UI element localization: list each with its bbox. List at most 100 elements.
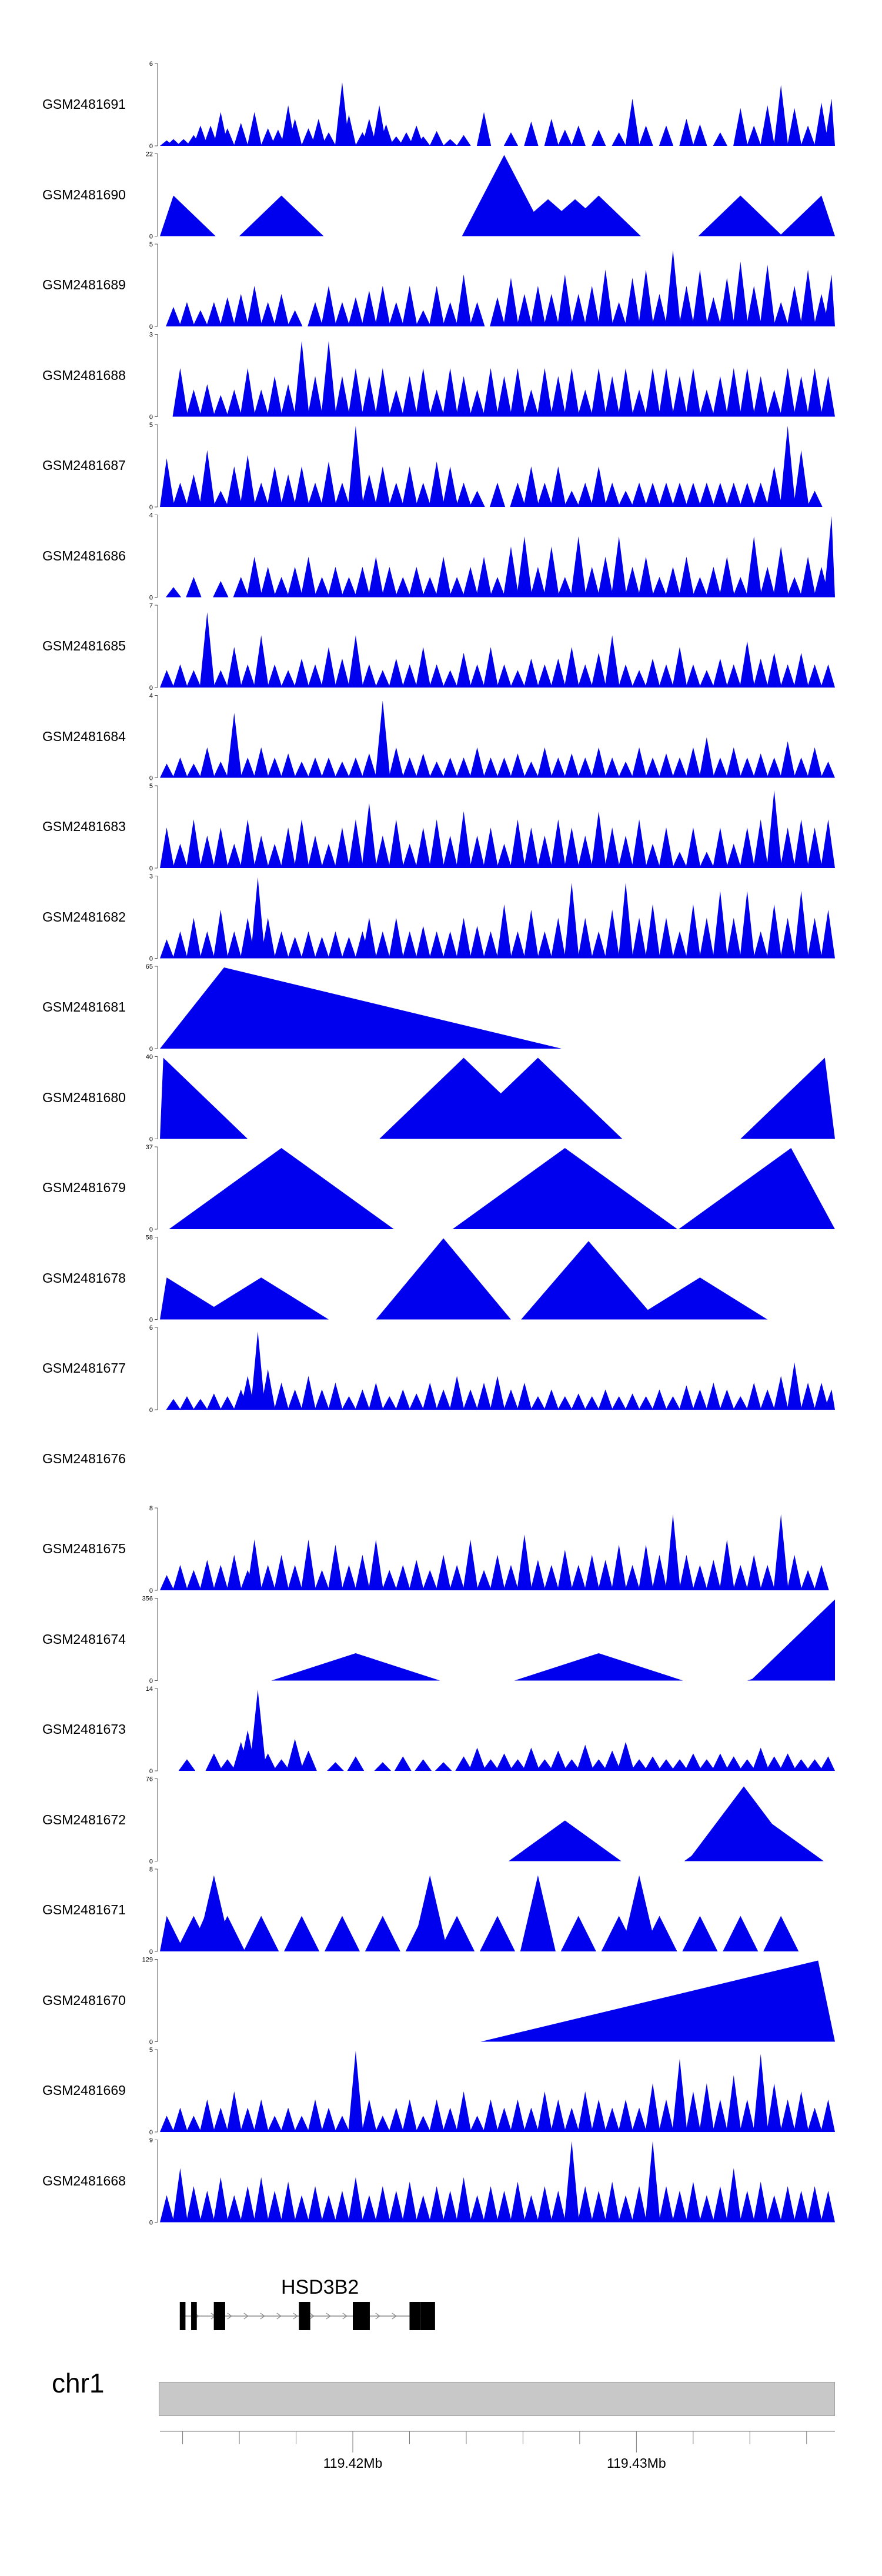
track-label: GSM2481670 (42, 1992, 126, 2008)
coverage-peak (622, 1875, 657, 1951)
coverage-peak (368, 1383, 383, 1410)
coverage-peak (698, 1759, 716, 1771)
coverage-peak (686, 2181, 701, 2223)
coverage-peak (523, 658, 539, 688)
track-GSM2481679: 37 0 (146, 1144, 835, 1233)
coverage-peak (679, 1554, 694, 1590)
coverage-peak (723, 1916, 759, 1951)
coverage-peak (160, 670, 175, 688)
coverage-peak (250, 877, 265, 959)
coverage-peak (260, 1369, 276, 1410)
coverage-peak (503, 132, 519, 146)
coverage-peak (388, 389, 404, 417)
y-max-label: 129 (142, 1957, 153, 1964)
coverage-peak (652, 1554, 667, 1590)
coverage-peak (719, 556, 735, 598)
coverage-peak (308, 664, 323, 688)
coverage-peak (294, 341, 309, 417)
coverage-peak (239, 195, 324, 236)
gene-exon (420, 2302, 435, 2330)
coverage-peak (213, 395, 229, 417)
coverage-peak (172, 664, 188, 688)
coverage-peak (739, 482, 755, 507)
coverage-peak (409, 566, 425, 598)
coverage-peak (645, 2083, 660, 2132)
coverage-peak (806, 1759, 823, 1771)
coverage-peak (584, 286, 600, 326)
coverage-peak (199, 1560, 215, 1590)
coverage-peak (530, 286, 546, 326)
coverage-peak (415, 310, 431, 326)
coverage-peak (544, 1389, 559, 1410)
coverage-peak (469, 835, 485, 868)
y-max-label: 6 (149, 1324, 153, 1332)
coverage-peak (267, 758, 282, 778)
coverage-peak (490, 1376, 505, 1410)
strand-arrow-icon (276, 2313, 282, 2320)
coverage-peak (536, 1759, 553, 1771)
coverage-peak (820, 664, 835, 688)
coverage-peak (530, 566, 546, 598)
coverage-peak (456, 2091, 472, 2132)
coverage-peak (335, 827, 350, 868)
coverage-peak (274, 1383, 289, 1410)
coverage-peak (679, 286, 694, 326)
coverage-peak (186, 389, 202, 417)
coverage-peak (657, 1759, 675, 1771)
coverage-peak (402, 376, 417, 417)
coverage-peak (321, 2195, 336, 2223)
coverage-peak (342, 115, 356, 146)
y-max-label: 5 (149, 2047, 153, 2054)
coverage-peak (659, 2099, 674, 2132)
coverage-peak (617, 490, 634, 507)
coverage-peak (389, 2190, 404, 2223)
coverage-peak (564, 882, 579, 959)
track-label: GSM2481673 (42, 1721, 126, 1737)
track-label: GSM2481674 (42, 1631, 126, 1647)
track-label: GSM2481676 (42, 1450, 126, 1466)
coverage-peak (753, 2054, 769, 2132)
coverage-peak (324, 1916, 360, 1951)
coverage-peak (612, 1544, 627, 1590)
coverage-peak (166, 306, 181, 326)
coverage-peak (713, 2099, 728, 2132)
coverage-peak (172, 482, 188, 507)
y-max-label: 37 (146, 1144, 153, 1151)
coverage-peak (186, 917, 201, 959)
coverage-peak (760, 105, 775, 146)
track-label: GSM2481690 (42, 186, 126, 202)
track-label: GSM2481691 (42, 96, 126, 112)
strand-arrow-icon (243, 2313, 249, 2320)
coverage-peak (429, 2099, 445, 2132)
coverage-peak (280, 827, 296, 868)
coverage-peak (560, 1916, 596, 1951)
coverage-peak (591, 2190, 606, 2223)
track-label: GSM2481686 (42, 548, 126, 563)
coverage-peak (496, 664, 512, 688)
coverage-peak (267, 466, 283, 507)
coverage-peak (280, 474, 296, 507)
coverage-peak (632, 747, 647, 778)
y-max-label: 4 (149, 693, 153, 700)
coverage-peak (240, 2107, 255, 2132)
y-max-label: 58 (146, 1234, 153, 1242)
coverage-peak (160, 458, 175, 507)
y-max-label: 5 (149, 241, 153, 248)
coverage-peak (503, 1564, 519, 1590)
coverage-peak (820, 819, 835, 868)
coverage-peak (760, 1564, 775, 1590)
coverage-peak (521, 1241, 656, 1320)
coverage-peak (549, 1750, 567, 1771)
coverage-peak (335, 302, 350, 326)
coverage-peak (469, 2115, 485, 2132)
y-min-label: 0 (149, 1587, 153, 1594)
coverage-peak (260, 302, 276, 326)
coverage-peak (510, 819, 526, 868)
coverage-peak (416, 827, 431, 868)
coverage-peak (659, 917, 674, 959)
coverage-peak (497, 904, 512, 959)
coverage-peak (480, 1960, 835, 2042)
coverage-peak (362, 119, 377, 146)
coverage-peak (713, 2186, 728, 2223)
track-GSM2481684: 40 (149, 693, 835, 782)
